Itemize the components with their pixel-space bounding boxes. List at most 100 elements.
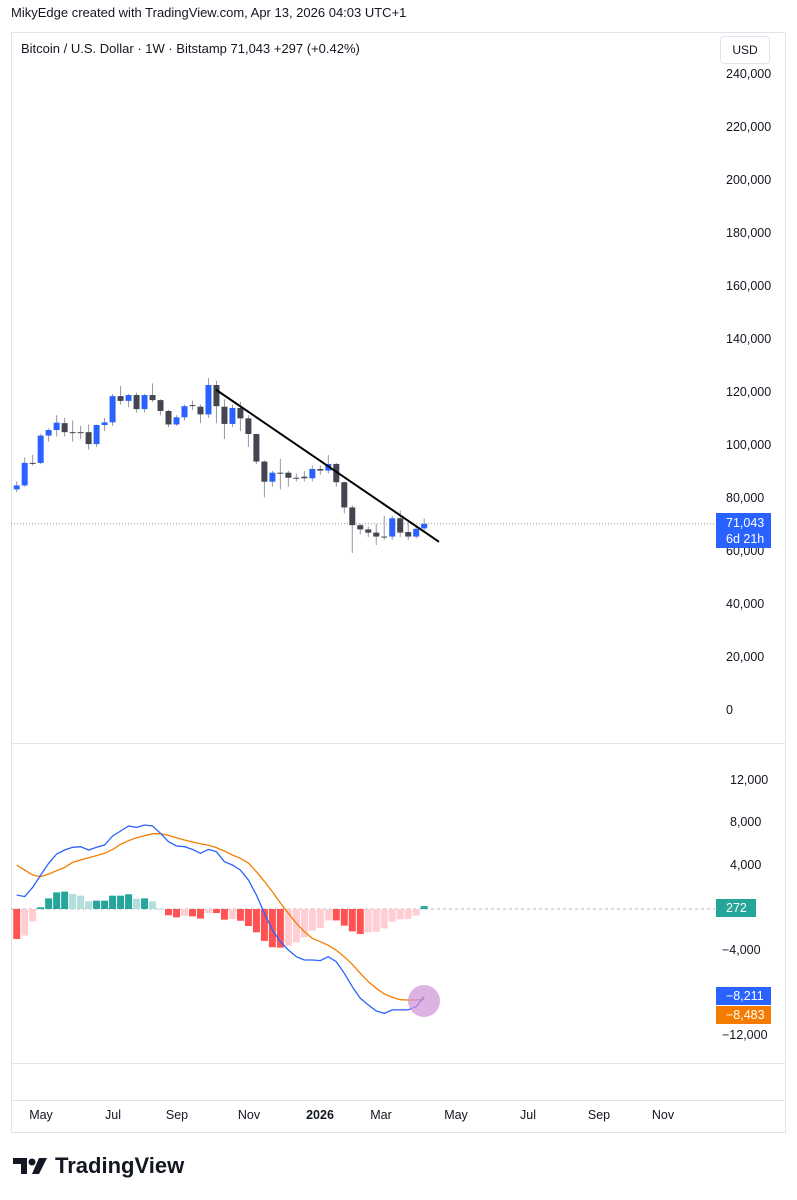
pane-divider <box>11 1063 786 1064</box>
histogram-bar <box>180 909 188 916</box>
candle-body <box>93 425 100 445</box>
candle-body <box>261 461 268 482</box>
chart-credit: MikyEdge created with TradingView.com, A… <box>11 5 407 20</box>
chart-panel[interactable] <box>11 32 786 1133</box>
symbol-legend[interactable]: Bitcoin / U.S. Dollar · 1W · Bitstamp 71… <box>21 41 360 56</box>
candle-body <box>149 395 156 401</box>
candle-body <box>389 518 396 537</box>
price-axis-label: 220,000 <box>726 120 772 134</box>
candle-body <box>413 528 420 537</box>
signal-tag: −8,483 <box>716 1006 771 1024</box>
histogram-bar <box>356 909 364 934</box>
candle-body <box>293 477 300 479</box>
macd-line <box>16 824 425 1015</box>
histogram-bar <box>149 901 157 909</box>
candle-body <box>269 472 276 482</box>
histogram-bar <box>276 909 284 948</box>
histogram-bar <box>141 898 149 909</box>
candle-body <box>13 485 20 490</box>
candle-body <box>309 468 316 479</box>
candle-body <box>365 529 372 533</box>
candle-body <box>301 476 308 479</box>
candle-body <box>133 395 140 410</box>
macd-tag: −8,211 <box>716 987 771 1005</box>
time-axis-label: May <box>444 1108 468 1122</box>
histogram-bar <box>372 909 380 932</box>
histogram-bar <box>212 909 220 914</box>
brand-name: TradingView <box>55 1153 185 1178</box>
time-axis-label: 2026 <box>306 1108 334 1122</box>
candle-body <box>53 422 60 431</box>
candle-body <box>341 482 348 508</box>
candle-body <box>205 384 212 415</box>
time-axis-label: Nov <box>237 1108 261 1122</box>
candle-body <box>357 525 364 530</box>
candle-body <box>61 423 68 433</box>
histogram-bar <box>364 909 372 933</box>
candle-body <box>37 435 44 463</box>
histogram-bar <box>388 909 396 922</box>
candle-body <box>181 406 188 418</box>
candle-body <box>173 417 180 425</box>
histogram-bar <box>13 909 21 939</box>
candle-body <box>101 422 108 426</box>
histogram-bar <box>29 909 37 922</box>
macd-axis-label: −12,000 <box>722 1028 768 1042</box>
macd-axis-label: −4,000 <box>722 943 761 957</box>
tradingview-logo-icon <box>13 1158 47 1174</box>
price-axis-label: 200,000 <box>726 173 772 187</box>
candle-body <box>253 434 260 462</box>
histogram-bar <box>37 907 45 909</box>
candle-body <box>229 408 236 424</box>
histogram-bar <box>165 909 173 916</box>
histogram-bar <box>21 909 29 936</box>
candle-body <box>141 395 148 410</box>
price-axis-label: 140,000 <box>726 332 772 346</box>
histogram-bar <box>404 909 412 919</box>
histogram-bar <box>93 900 101 909</box>
time-axis-label: Sep <box>165 1108 189 1122</box>
bar-countdown: 6d 21h <box>726 532 765 546</box>
candle-body <box>21 462 28 486</box>
macd-axis-label: 12,000 <box>730 773 769 787</box>
candle-body <box>165 410 172 425</box>
tradingview-logo[interactable]: TradingView <box>13 1153 184 1179</box>
candle-body <box>421 523 428 529</box>
currency-button[interactable]: USD <box>720 36 770 64</box>
pane-divider[interactable] <box>11 743 786 744</box>
histogram-bar <box>292 909 300 943</box>
macd-axis-label: 8,000 <box>730 815 762 829</box>
histogram-bar <box>53 892 61 909</box>
candle-body <box>45 430 52 436</box>
candle-body <box>237 408 244 419</box>
histogram-bar <box>324 909 332 921</box>
histogram-bar <box>268 909 276 948</box>
price-axis-label: 100,000 <box>726 438 772 452</box>
histogram-bar <box>340 909 348 926</box>
histogram-bar <box>220 909 228 920</box>
histogram-bar <box>61 891 69 909</box>
signal-line <box>16 833 425 1001</box>
histogram-bar <box>204 909 212 914</box>
histogram-bar <box>308 909 316 931</box>
price-axis-label: 80,000 <box>726 491 765 505</box>
histogram-bar <box>69 893 77 909</box>
candle-body <box>69 432 76 434</box>
histogram-bar <box>348 909 356 932</box>
candle-body <box>221 406 228 424</box>
histogram-bar <box>173 909 180 918</box>
histogram-bar <box>412 909 420 916</box>
histogram-bar <box>284 909 292 946</box>
candle-body <box>405 532 412 537</box>
price-axis-label: 0 <box>726 703 733 717</box>
candle-body <box>317 468 324 471</box>
histogram-bar <box>396 909 404 920</box>
candle-body <box>157 400 164 411</box>
time-axis-divider <box>11 1100 786 1101</box>
histogram-bar <box>196 909 204 919</box>
candle-body <box>373 532 380 537</box>
candle-body <box>333 463 340 483</box>
histogram-bar <box>300 909 308 938</box>
price-axis-label: 240,000 <box>726 67 772 81</box>
